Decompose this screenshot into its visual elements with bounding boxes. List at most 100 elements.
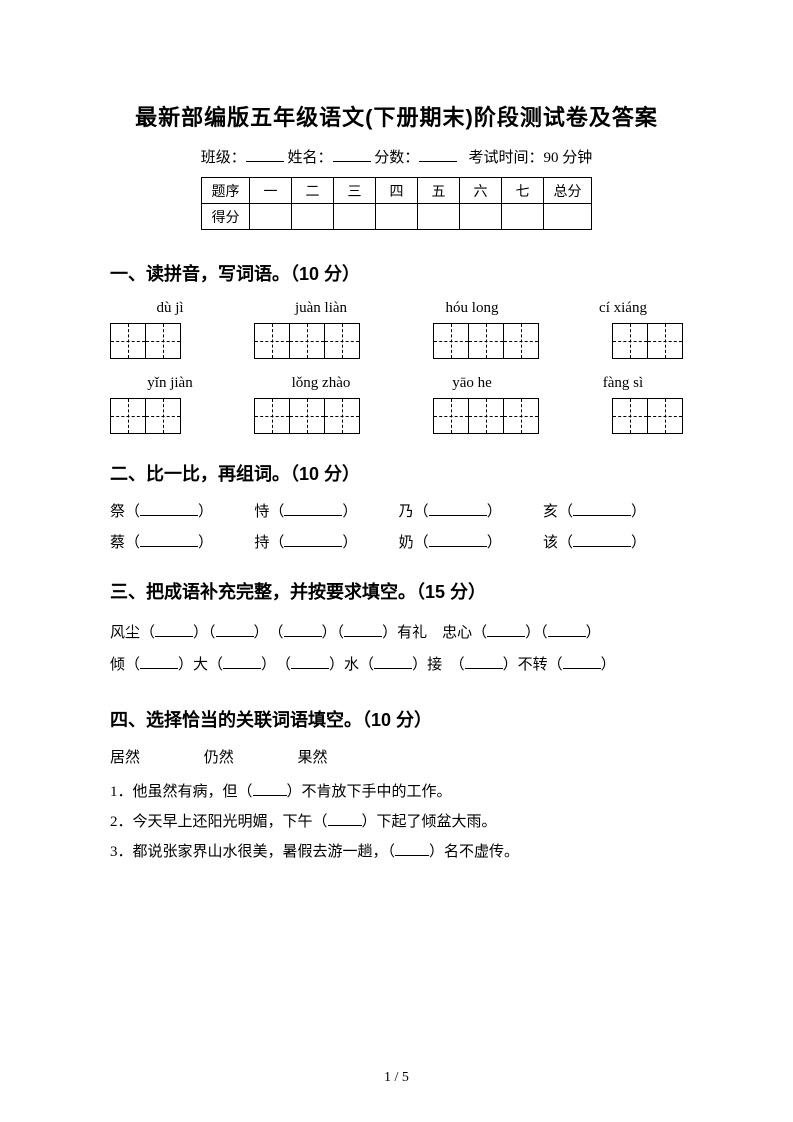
q3-blank[interactable] bbox=[291, 654, 329, 669]
score-col: 二 bbox=[292, 178, 334, 204]
q3-blank[interactable] bbox=[216, 622, 254, 637]
q3-blank[interactable] bbox=[487, 622, 525, 637]
score-table-header-row: 题序 一 二 三 四 五 六 七 总分 bbox=[202, 178, 592, 204]
score-cell[interactable] bbox=[376, 204, 418, 230]
q1-pinyin-row-1: dù jì juàn liàn hóu long cí xiáng bbox=[110, 300, 683, 317]
q3-text: 风尘（ bbox=[110, 625, 155, 641]
q3-title: 三、把成语补充完整，并按要求填空。（15 分） bbox=[110, 578, 683, 604]
q3-blank[interactable] bbox=[465, 654, 503, 669]
score-col: 六 bbox=[460, 178, 502, 204]
q2-blank[interactable] bbox=[140, 501, 198, 516]
q2-blank[interactable] bbox=[284, 532, 342, 547]
q4-word: 仍然 bbox=[204, 746, 234, 767]
q4-blank[interactable] bbox=[395, 841, 429, 856]
tianzige-group[interactable] bbox=[612, 323, 683, 359]
q4-blank[interactable] bbox=[328, 811, 362, 826]
q3-blank[interactable] bbox=[344, 622, 382, 637]
name-blank[interactable] bbox=[333, 147, 371, 162]
q3-text: ）（ bbox=[193, 625, 216, 641]
q3-text: ）（ bbox=[525, 625, 548, 641]
q4-title: 四、选择恰当的关联词语填空。（10 分） bbox=[110, 706, 683, 732]
pinyin-label: dù jì bbox=[110, 300, 230, 317]
score-row2-label: 得分 bbox=[202, 204, 250, 230]
score-header-label: 题序 bbox=[202, 178, 250, 204]
tianzige-group[interactable] bbox=[612, 398, 683, 434]
q4-text: 2．今天早上还阳光明媚，下午（ bbox=[110, 814, 328, 830]
score-cell[interactable] bbox=[334, 204, 376, 230]
q4-text: ）下起了倾盆大雨。 bbox=[362, 814, 497, 830]
page-title: 最新部编版五年级语文(下册期末)阶段测试卷及答案 bbox=[110, 100, 683, 132]
q2-char: 乃 bbox=[399, 504, 414, 520]
q2-char: 蔡 bbox=[110, 535, 125, 551]
q4-blank[interactable] bbox=[253, 781, 287, 796]
pinyin-label: hóu long bbox=[412, 300, 532, 317]
q2-item: 持（） bbox=[254, 531, 394, 552]
score-cell[interactable] bbox=[460, 204, 502, 230]
header-info: 班级： 姓名： 分数： 考试时间：90 分钟 bbox=[110, 146, 683, 167]
q2-item: 恃（） bbox=[254, 500, 394, 521]
q3-blank[interactable] bbox=[140, 654, 178, 669]
q3-text: ） bbox=[601, 657, 616, 673]
score-col: 一 bbox=[250, 178, 292, 204]
q2-blank[interactable] bbox=[140, 532, 198, 547]
q4-word: 果然 bbox=[298, 746, 328, 767]
score-col: 四 bbox=[376, 178, 418, 204]
q2-item: 奶（） bbox=[399, 531, 539, 552]
score-blank[interactable] bbox=[419, 147, 457, 162]
score-col: 三 bbox=[334, 178, 376, 204]
q3-text: ） （ bbox=[254, 625, 284, 641]
q3-text: 倾（ bbox=[110, 657, 140, 673]
q2-char: 奶 bbox=[399, 535, 414, 551]
q4-text: ）不肯放下手中的工作。 bbox=[287, 784, 452, 800]
score-col: 五 bbox=[418, 178, 460, 204]
q2-blank[interactable] bbox=[284, 501, 342, 516]
q3-text: ） （ bbox=[261, 657, 291, 673]
q4-text: ）名不虚传。 bbox=[429, 844, 519, 860]
q2-item: 乃（） bbox=[399, 500, 539, 521]
page-number: 1 / 5 bbox=[0, 1070, 793, 1086]
q3-text: ）大（ bbox=[178, 657, 223, 673]
score-table-value-row: 得分 bbox=[202, 204, 592, 230]
q4-word-bank: 居然 仍然 果然 bbox=[110, 746, 683, 767]
score-total-cell[interactable] bbox=[544, 204, 592, 230]
q3-blank[interactable] bbox=[374, 654, 412, 669]
q2-blank[interactable] bbox=[573, 501, 631, 516]
q2-blank[interactable] bbox=[429, 501, 487, 516]
pinyin-label: lǒng zhào bbox=[261, 375, 381, 392]
q3-blank[interactable] bbox=[155, 622, 193, 637]
q2-char: 祭 bbox=[110, 504, 125, 520]
score-cell[interactable] bbox=[502, 204, 544, 230]
score-label: 分数： bbox=[374, 150, 419, 166]
q4-text: 1．他虽然有病，但（ bbox=[110, 784, 253, 800]
q3-blank[interactable] bbox=[548, 622, 586, 637]
q2-blank[interactable] bbox=[429, 532, 487, 547]
page: 最新部编版五年级语文(下册期末)阶段测试卷及答案 班级： 姓名： 分数： 考试时… bbox=[0, 0, 793, 1122]
tianzige-group[interactable] bbox=[433, 323, 539, 359]
tianzige-group[interactable] bbox=[254, 398, 360, 434]
score-cell[interactable] bbox=[292, 204, 334, 230]
q4-word: 居然 bbox=[110, 746, 140, 767]
q3-blank[interactable] bbox=[284, 622, 322, 637]
score-cell[interactable] bbox=[418, 204, 460, 230]
score-col: 七 bbox=[502, 178, 544, 204]
q4-line-3: 3．都说张家界山水很美，暑假去游一趟，（ ）名不虚传。 bbox=[110, 837, 683, 867]
q3-text: ）水（ bbox=[329, 657, 374, 673]
class-blank[interactable] bbox=[246, 147, 284, 162]
q4-text: 3．都说张家界山水很美，暑假去游一趟，（ bbox=[110, 844, 395, 860]
tianzige-group[interactable] bbox=[110, 398, 181, 434]
q2-char: 持 bbox=[254, 535, 269, 551]
q2-char: 亥 bbox=[543, 504, 558, 520]
q3-blank[interactable] bbox=[223, 654, 261, 669]
q3-blank[interactable] bbox=[563, 654, 601, 669]
class-label: 班级： bbox=[201, 150, 246, 166]
pinyin-label: cí xiáng bbox=[563, 300, 683, 317]
name-label: 姓名： bbox=[287, 150, 332, 166]
q2-item: 祭（） bbox=[110, 500, 250, 521]
q2-blank[interactable] bbox=[573, 532, 631, 547]
pinyin-label: juàn liàn bbox=[261, 300, 381, 317]
q3-text: ）（ bbox=[322, 625, 345, 641]
score-cell[interactable] bbox=[250, 204, 292, 230]
tianzige-group[interactable] bbox=[254, 323, 360, 359]
tianzige-group[interactable] bbox=[110, 323, 181, 359]
tianzige-group[interactable] bbox=[433, 398, 539, 434]
